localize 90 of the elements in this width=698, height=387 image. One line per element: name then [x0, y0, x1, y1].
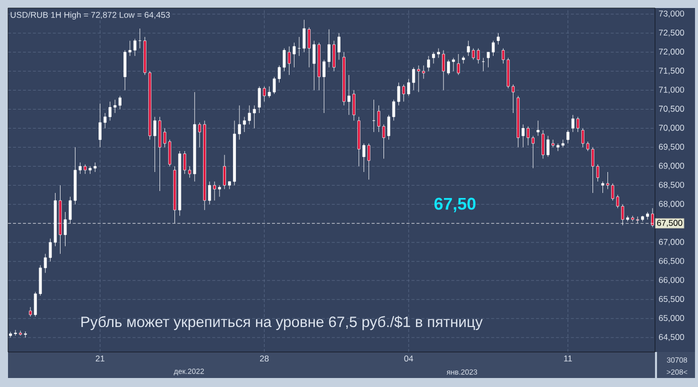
candlestick	[552, 139, 554, 148]
y-tick-label: 73,000	[658, 10, 684, 18]
candlestick	[412, 67, 416, 90]
y-tick-label: 65,500	[658, 296, 684, 303]
candlestick	[252, 105, 256, 128]
candlestick	[128, 40, 132, 56]
y-tick-label: 71,500	[658, 68, 684, 75]
candlestick	[352, 90, 356, 121]
candlestick	[312, 40, 316, 90]
candlestick	[114, 99, 116, 114]
candlestick	[522, 124, 525, 148]
candlestick	[447, 60, 450, 76]
candlestick	[367, 143, 370, 180]
candlestick	[532, 136, 535, 168]
candlestick	[456, 54, 460, 76]
candlestick	[646, 212, 649, 220]
candlestick	[328, 29, 330, 68]
candlestick	[571, 114, 574, 132]
candlestick	[422, 65, 426, 80]
candlestick	[417, 65, 420, 92]
candlestick	[472, 48, 475, 60]
y-tick-label: 72,000	[658, 48, 684, 56]
candlestick	[302, 20, 306, 52]
y-tick-label: 67,000	[658, 238, 684, 246]
candlestick	[104, 112, 106, 128]
candlestick	[322, 60, 326, 114]
candlestick	[546, 136, 550, 158]
candlestick	[332, 40, 336, 72]
candlestick	[98, 103, 102, 148]
candlestick	[9, 332, 12, 338]
candlestick	[432, 52, 435, 64]
candlestick	[362, 143, 366, 172]
candlestick	[238, 105, 241, 140]
candlestick	[442, 50, 445, 90]
annotation: Рубль может укрепиться на уровне 67,5 руб./$1 в пятницу	[81, 316, 483, 330]
candlestick	[452, 58, 455, 72]
candlestick	[496, 32, 500, 45]
candlestick	[427, 56, 430, 72]
candlestick	[476, 48, 480, 64]
candlestick	[133, 38, 136, 56]
candlestick	[556, 143, 560, 152]
candlestick	[308, 27, 311, 68]
chart-title: USD/RUB 1H High = 72,872 Low = 64,453	[10, 12, 170, 20]
x-tick-label: 21	[96, 356, 104, 362]
candlestick	[466, 40, 470, 56]
candlestick	[576, 116, 580, 132]
y-tick-label: 69,000	[658, 162, 684, 170]
candlestick	[228, 181, 231, 190]
candlestick	[338, 32, 340, 60]
y-tick-label: 66,500	[658, 258, 684, 265]
candlestick	[208, 181, 212, 205]
candlestick	[242, 116, 246, 132]
annotation: 67,50	[434, 198, 476, 212]
candlestick	[218, 185, 221, 197]
y-tick-label: 65,000	[658, 315, 684, 322]
candlestick	[223, 154, 226, 190]
candlestick	[581, 128, 584, 148]
candlestick	[561, 139, 564, 148]
y-tick-label: 68,500	[658, 182, 684, 189]
x-tick-label: 28	[260, 356, 269, 362]
candlestick	[198, 122, 202, 148]
candlestick	[542, 130, 544, 159]
candlestick	[258, 86, 261, 114]
x-tick-label: 04	[404, 356, 414, 362]
ref-line-label: 67,500	[657, 220, 682, 227]
candlestick	[14, 330, 17, 336]
candlestick	[19, 330, 22, 336]
y-tick-label: 70,500	[658, 106, 684, 113]
y-tick-label: 69,500	[658, 144, 684, 151]
candlestick	[28, 306, 32, 317]
candlestick	[566, 130, 570, 144]
y-tick-label: 72,500	[658, 30, 684, 37]
y-tick-label: 64,500	[658, 334, 684, 342]
candlestick	[94, 162, 97, 172]
candlestick	[84, 164, 87, 174]
y-tick-label: 66,000	[658, 276, 684, 284]
candlestick	[407, 78, 410, 96]
y-tick-label: 71,000	[658, 86, 684, 94]
candlestick	[347, 74, 350, 116]
x-tick-label: 11	[564, 356, 572, 362]
y-tick-label: 70,000	[658, 124, 684, 132]
candlestick	[34, 292, 37, 317]
candlestick	[526, 126, 530, 146]
candlestick	[118, 96, 122, 110]
candlestick	[437, 48, 440, 58]
candlestick	[213, 181, 216, 201]
candlestick	[536, 120, 540, 136]
candlestick	[248, 105, 251, 125]
candlestick	[108, 101, 112, 121]
y-tick-label: 68,000	[658, 200, 684, 208]
